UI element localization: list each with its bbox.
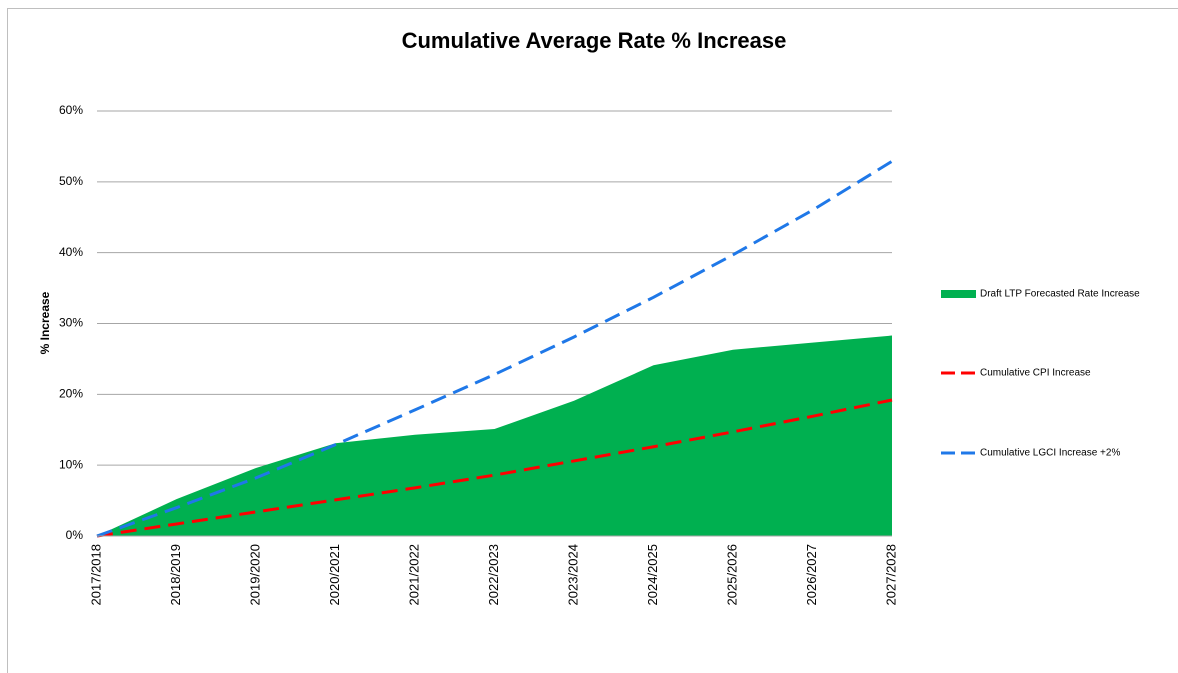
x-tick-label: 2017/2018 — [88, 544, 103, 605]
line — [96, 398, 893, 538]
legend-label: Draft LTP Forecasted Rate Increase — [980, 289, 1140, 300]
legend-label: Cumulative CPI Increase — [980, 368, 1091, 379]
y-tick-label: 40% — [59, 245, 83, 259]
x-tick-label: 2021/2022 — [406, 544, 421, 605]
chart-title: Cumulative Average Rate % Increase — [402, 28, 787, 53]
legend-swatch — [941, 290, 976, 298]
x-tick-label: 2023/2024 — [565, 544, 580, 605]
x-tick-label: 2018/2019 — [168, 544, 183, 605]
x-tick-label: 2020/2021 — [327, 544, 342, 605]
y-tick-label: 20% — [59, 387, 83, 401]
x-tick-label: 2026/2027 — [804, 544, 819, 605]
x-tick-label: 2019/2020 — [247, 544, 262, 605]
y-tick-label: 0% — [66, 528, 84, 542]
x-tick-label: 2025/2026 — [724, 544, 739, 605]
y-tick-label: 10% — [59, 457, 83, 471]
x-tick-label: 2022/2023 — [486, 544, 501, 605]
y-tick-label: 60% — [59, 103, 83, 117]
x-tick-label: 2024/2025 — [645, 544, 660, 605]
y-axis-title: % Increase — [38, 291, 52, 354]
line — [96, 160, 893, 538]
legend-label: Cumulative LGCI Increase +2% — [980, 448, 1120, 459]
x-tick-label: 2027/2028 — [883, 544, 898, 605]
y-tick-label: 50% — [59, 174, 83, 188]
area — [97, 335, 892, 536]
y-tick-label: 30% — [59, 316, 83, 330]
